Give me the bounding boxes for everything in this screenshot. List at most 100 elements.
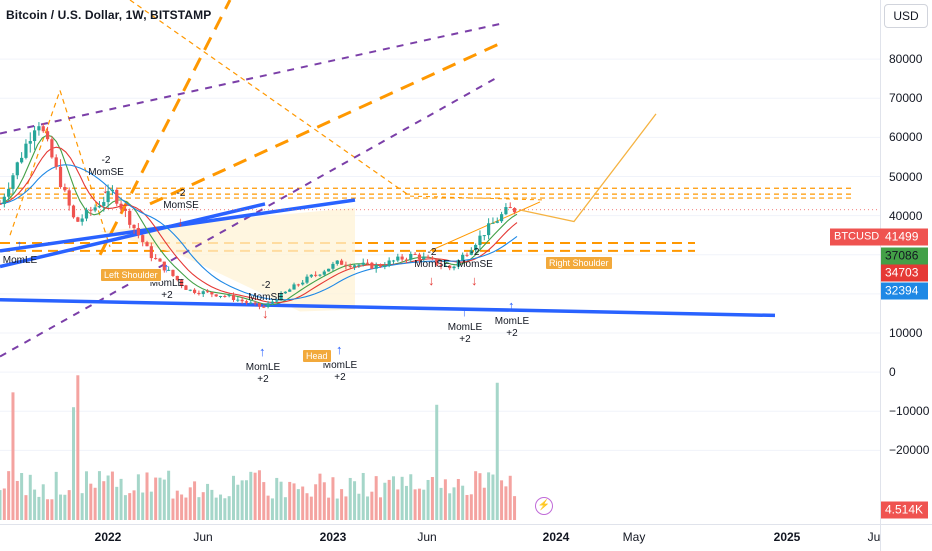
candle-body [344,264,348,266]
chart-canvas[interactable] [0,0,880,524]
candle-body [383,265,387,267]
candle-body [301,282,305,285]
candle-body [158,258,162,262]
candle-body [201,291,205,295]
signal-line-2: MomSE [163,200,199,211]
volume-bar [180,494,184,520]
candle-body [80,218,84,222]
volume-bar [409,474,413,520]
candle-body [41,126,45,132]
time-tick-label: 2025 [773,530,801,544]
price-tick-label: −20000 [889,443,930,458]
signal-line-2: +2 [506,328,518,339]
candle-body [93,207,97,211]
volume-bar [452,487,456,520]
candle-body [435,259,439,265]
ticker-label: BTCUSD [830,228,884,246]
pattern-label: Head [302,349,332,363]
volume-bar [128,493,132,520]
support-trendline [0,298,776,318]
plot-area[interactable]: Bitcoin / U.S. Dollar, 1W, BITSTAMP -2 Mo… [0,0,880,524]
candle-body [314,274,318,276]
volume-bar [201,492,205,520]
time-tick-label: Ju [867,530,881,544]
lightning-icon[interactable]: ⚡ [535,497,553,515]
candle-body [456,260,460,267]
volume-bar [240,480,244,520]
candle-body [236,299,240,301]
candle-body [365,262,370,264]
candle-body [322,271,326,275]
volume-bar [253,472,257,520]
signal-line-1: -2 [427,247,437,258]
volume-bar [357,493,361,520]
candle-body [448,265,452,269]
candle-body [487,223,491,236]
volume-bar [223,498,227,520]
currency-button[interactable]: USD [884,4,928,28]
volume-bar [426,479,430,520]
candle-body [318,274,322,276]
volume-bar [0,490,2,520]
candle-body [439,264,443,266]
volume-bar [279,481,283,520]
candle-body [136,228,140,236]
ma-blue-tag: 32394 [881,282,928,300]
trendline [0,202,266,269]
volume-bar [123,495,127,520]
candle-body [495,221,499,223]
candle-body [409,253,413,260]
volume-bar [110,471,114,520]
signal-line-2: +2 [459,334,471,345]
candle-body [391,260,396,262]
diagonal-line [409,195,546,201]
volume-bar [487,472,491,520]
volume-bar [214,497,218,520]
candle-body [102,202,106,206]
last-price-tag: 41499 [881,228,928,246]
volume-bar [11,392,15,520]
candle-body [305,276,309,283]
volume-bar [508,475,512,520]
candle-body [171,269,175,276]
volume-bar [145,472,149,520]
diagonal-line [59,90,111,248]
signal-line-1: MomLE [2,255,38,266]
volume-bar [361,472,365,520]
candle-body [76,217,80,222]
volume-bar [33,489,37,520]
candle-body [339,260,344,265]
diagonal-line [9,90,61,236]
candle-body [512,208,517,213]
time-axis[interactable]: 2022 Jun 2023 Jun 2024 May 2025 Ju [0,524,880,551]
volume-bar [262,482,266,520]
volume-bar [404,485,408,520]
candle-body [89,209,93,211]
signal-line-1: MomLE [447,322,483,333]
candle-body [123,208,127,211]
candle-body [188,289,192,291]
candle-body [214,294,218,297]
volume-bar [504,486,508,520]
moving-average-blue [0,164,518,301]
volume-bar [136,474,140,520]
volume-bar [106,475,110,520]
volume-bar [309,496,313,520]
down-arrow-icon: ↓ [177,214,184,229]
price-tick-label: 50000 [889,169,923,184]
time-tick-label: Jun [193,530,213,544]
candle-body [370,262,374,269]
volume-bar [219,494,223,520]
volume-bar [335,498,339,520]
candle-body [192,289,197,293]
volume-bar [435,404,439,520]
projection-path [518,113,657,223]
volume-bar [353,481,357,520]
volume-bar [210,489,214,520]
volume-bar [439,487,443,520]
candle-body [106,191,110,203]
volume-bar [417,488,421,520]
ma-green-tag: 37086 [881,247,928,265]
volume-bar [491,474,495,520]
volume-bar [430,477,434,520]
